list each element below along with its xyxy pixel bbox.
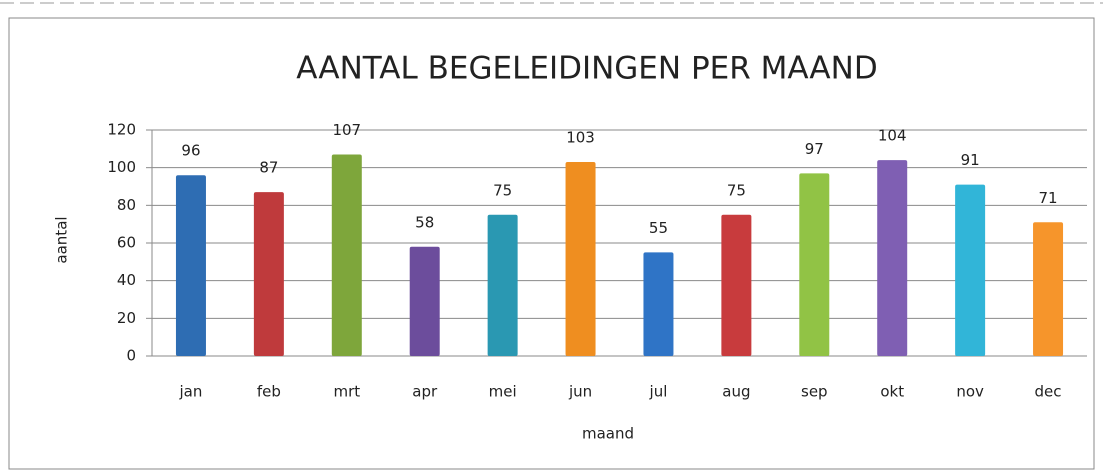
y-tick-label: 20 [117,309,136,327]
value-label: 96 [181,142,200,160]
value-label: 107 [332,121,361,139]
value-label: 91 [961,151,980,169]
bar [1033,222,1064,356]
bar [409,246,440,356]
value-label: 75 [493,181,512,199]
bar [721,214,752,356]
bar [175,175,206,356]
bar [643,252,674,356]
y-tick-label: 0 [126,347,136,365]
value-label: 55 [649,219,668,237]
value-label: 75 [727,181,746,199]
value-label: 103 [566,129,595,147]
x-tick-label: dec [1035,383,1062,401]
bar [955,184,986,356]
x-axis-label: maand [582,425,634,443]
y-tick-label: 60 [117,234,136,252]
value-label: 58 [415,213,434,231]
bar [565,162,596,356]
x-tick-label: mei [489,383,517,401]
chart-title: AANTAL BEGELEIDINGEN PER MAAND [296,51,877,87]
x-tick-label: apr [412,383,438,401]
x-tick-label: mrt [333,383,360,401]
value-label: 97 [805,140,824,158]
y-tick-label: 40 [117,271,136,289]
bar [877,160,908,356]
x-tick-label: jan [179,383,203,401]
x-tick-label: feb [257,383,281,401]
x-tick-label: sep [801,383,828,401]
y-tick-label: 100 [107,158,136,176]
x-tick-label: aug [722,383,750,401]
x-tick-label: okt [880,383,904,401]
x-tick-label: jul [649,383,668,401]
y-tick-label: 120 [107,121,136,139]
value-label: 71 [1038,189,1057,207]
value-label: 87 [259,159,278,177]
x-tick-label: jun [568,383,592,401]
bar [799,173,830,356]
bar [331,154,362,356]
bar [487,214,518,356]
bar [253,192,284,356]
y-tick-label: 80 [117,196,136,214]
x-tick-label: nov [956,383,984,401]
value-label: 104 [878,127,907,145]
y-axis-label: aantal [53,216,71,263]
